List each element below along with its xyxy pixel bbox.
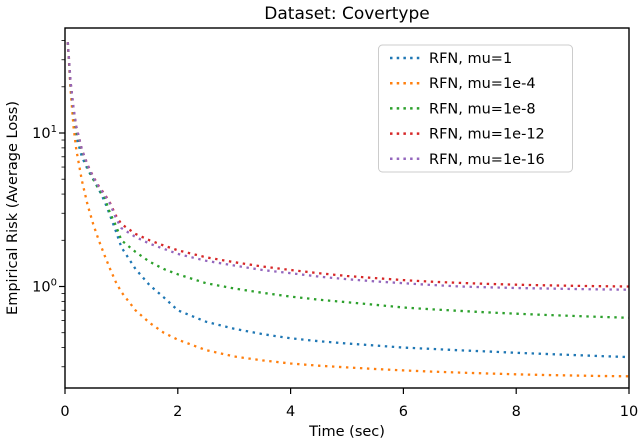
x-tick-label: 0 [60,404,69,420]
y-tick-label: 100 [32,278,57,296]
x-tick-label: 10 [620,404,638,420]
legend-item: RFN, mu=1e-12 [390,127,545,143]
chart-title: Dataset: Covertype [264,4,429,24]
legend-item: RFN, mu=1e-16 [390,152,545,168]
x-tick-label: 4 [286,404,295,420]
legend-item: RFN, mu=1e-4 [390,76,536,92]
plot-area [64,27,630,389]
legend-box [378,44,573,173]
legend: RFN, mu=1 RFN, mu=1e-4 RFN, mu=1e-8 RFN, mu… [378,44,573,173]
x-axis-label: Time (sec) [308,424,385,440]
curve-rfn-mu-1e-16 [66,42,630,291]
x-tick-label: 2 [173,404,182,420]
legend-item: RFN, mu=1e-8 [390,101,536,117]
ticks-group: 0 2 4 6 8 10 101 100 [32,40,638,420]
curves-group [66,42,630,378]
curve-rfn-mu-1e-8 [66,42,630,319]
legend-label: RFN, mu=1e-12 [429,127,545,143]
y-axis-label: Empirical Risk (Average Loss) [5,101,21,315]
y-tick-label: 101 [32,124,57,142]
legend-item: RFN, mu=1 [390,51,512,67]
x-tick-label: 6 [399,404,408,420]
legend-label: RFN, mu=1 [429,51,512,67]
legend-label: RFN, mu=1e-16 [429,152,545,168]
x-tick-label: 8 [512,404,521,420]
curve-rfn-mu-1 [66,42,630,359]
legend-label: RFN, mu=1e-4 [429,76,536,92]
legend-label: RFN, mu=1e-8 [429,101,536,117]
